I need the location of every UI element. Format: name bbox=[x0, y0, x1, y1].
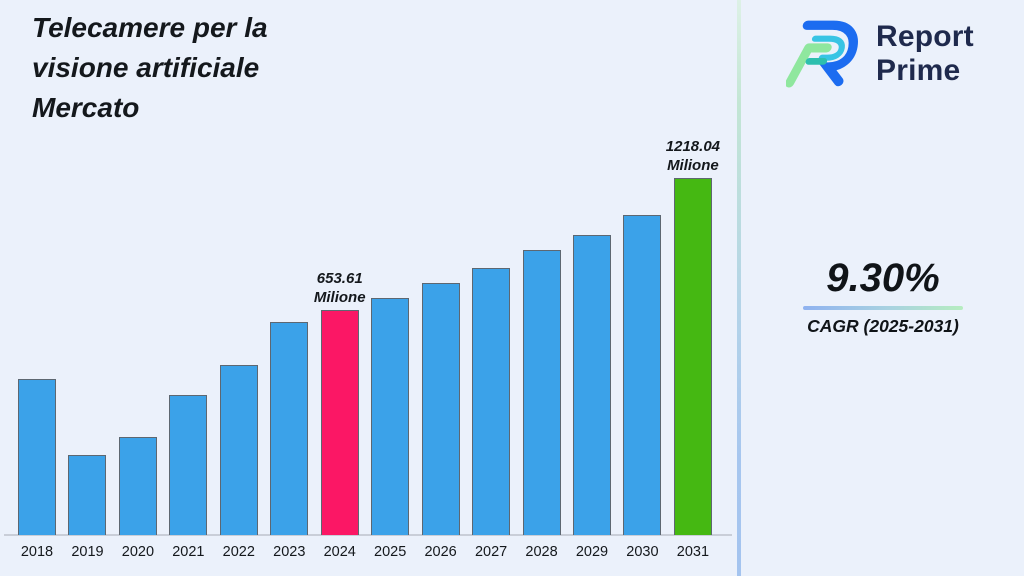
bar-2023 bbox=[270, 322, 309, 535]
report-prime-logo: Report Prime bbox=[784, 12, 974, 95]
bar-item-2019: 2019 bbox=[68, 0, 107, 560]
x-axis-label-2021: 2021 bbox=[172, 544, 205, 560]
bar-item-2031: 1218.04 Milione 2031 bbox=[666, 0, 720, 560]
bar-2022 bbox=[219, 365, 258, 535]
cagr-label: CAGR (2025-2031) bbox=[807, 316, 959, 336]
bar-item-2018: 2018 bbox=[18, 0, 56, 560]
bar-item-2025: 2025 bbox=[371, 0, 410, 560]
bar-2027 bbox=[472, 268, 511, 535]
bar-2024 bbox=[320, 310, 359, 535]
page-title: Telecamere per la visione artificiale Me… bbox=[32, 12, 268, 123]
bar-annotation-2024: 653.61 Milione bbox=[313, 270, 366, 306]
bar-item-2024: 653.61 Milione 2024 bbox=[314, 0, 366, 560]
cagr-block: 9.30% CAGR (2025-2031) bbox=[803, 255, 963, 337]
bar-2028 bbox=[522, 250, 561, 535]
bar-2020 bbox=[118, 437, 157, 535]
bar-item-2022: 2022 bbox=[219, 0, 258, 560]
x-axis-label-2024: 2024 bbox=[323, 544, 356, 560]
bar-item-2021: 2021 bbox=[169, 0, 208, 560]
bar-2025 bbox=[371, 298, 410, 535]
logo-text: Report Prime bbox=[876, 20, 974, 88]
bar-item-2030: 2030 bbox=[623, 0, 662, 560]
report-prime-logo-icon bbox=[784, 12, 862, 95]
bar-annotation-2031: 1218.04 Milione bbox=[665, 138, 721, 174]
x-axis-label-2026: 2026 bbox=[424, 544, 457, 560]
bar-2031 bbox=[673, 178, 712, 535]
x-axis-label-2020: 2020 bbox=[121, 544, 155, 560]
logo-text-line1: Report bbox=[876, 19, 974, 53]
x-axis-label-2019: 2019 bbox=[71, 544, 104, 560]
bar-2030 bbox=[623, 215, 662, 535]
x-axis-label-2031: 2031 bbox=[676, 544, 710, 560]
bars-row: 2018 2019 2020 2021 2022 2023 653.61 Milione 202… bbox=[18, 0, 720, 560]
bar-2019 bbox=[68, 455, 107, 535]
bar-2026 bbox=[421, 283, 460, 535]
cagr-underline bbox=[803, 306, 963, 310]
cagr-value: 9.30% bbox=[826, 256, 940, 300]
x-axis-label-2030: 2030 bbox=[626, 544, 659, 560]
bar-chart: 2018 2019 2020 2021 2022 2023 653.61 Milione 202… bbox=[4, 0, 732, 560]
x-axis-label-2027: 2027 bbox=[474, 544, 508, 560]
logo-text-line2: Prime bbox=[876, 53, 961, 87]
bar-item-2023: 2023 bbox=[270, 0, 309, 560]
bar-item-2029: 2029 bbox=[572, 0, 611, 560]
bar-item-2028: 2028 bbox=[522, 0, 561, 560]
bar-2021 bbox=[169, 395, 208, 535]
bar-item-2027: 2027 bbox=[472, 0, 511, 560]
x-axis-label-2022: 2022 bbox=[222, 544, 255, 560]
bar-2018 bbox=[18, 379, 56, 535]
x-axis-label-2018: 2018 bbox=[20, 544, 54, 560]
bar-item-2020: 2020 bbox=[118, 0, 157, 560]
bar-2029 bbox=[572, 235, 611, 535]
bar-item-2026: 2026 bbox=[421, 0, 460, 560]
x-axis-label-2023: 2023 bbox=[273, 544, 306, 560]
x-axis-label-2028: 2028 bbox=[525, 544, 558, 560]
panel-divider bbox=[737, 0, 741, 576]
x-axis-label-2029: 2029 bbox=[575, 544, 609, 560]
x-axis-label-2025: 2025 bbox=[374, 544, 407, 560]
x-axis-line bbox=[4, 534, 732, 536]
